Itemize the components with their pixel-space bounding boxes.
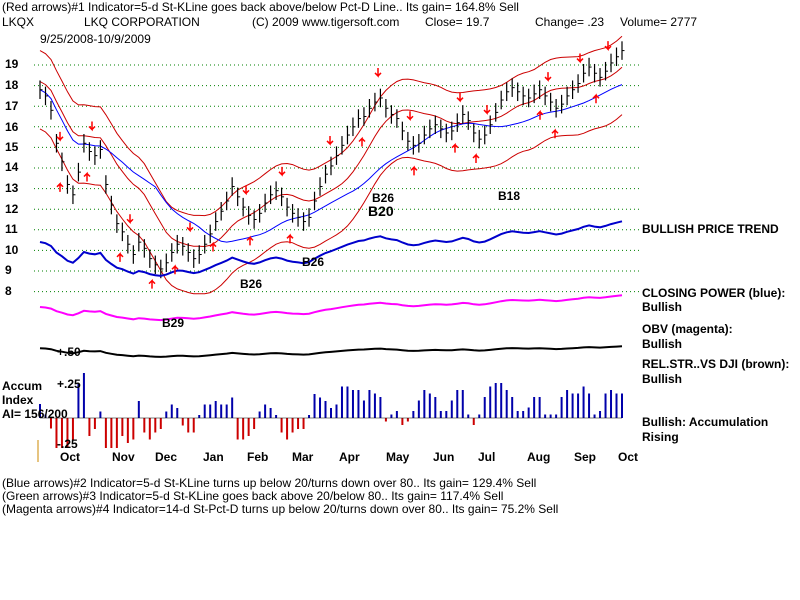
month-jun: Jun xyxy=(433,450,455,464)
blue-ma xyxy=(39,84,623,243)
red-up-arrow xyxy=(551,128,559,139)
y-tick-16: 16 xyxy=(5,120,19,134)
red-down-arrow xyxy=(242,185,250,196)
red-up-arrow xyxy=(286,233,294,244)
rel-str-status: Bullish xyxy=(642,372,683,386)
red-up-arrow xyxy=(116,252,124,262)
y-tick-19: 19 xyxy=(5,57,19,71)
accum-label2: Index xyxy=(2,393,34,407)
red-up-arrow xyxy=(472,153,480,163)
price-annotation: B26 xyxy=(240,277,262,291)
rel-tick: +.50 xyxy=(57,345,81,359)
obv-line xyxy=(39,294,623,322)
y-tick-12: 12 xyxy=(5,202,19,216)
month-aug: Aug xyxy=(527,450,551,464)
month-mar: Mar xyxy=(292,450,314,464)
month-jul: Jul xyxy=(478,450,496,464)
month-dec: Dec xyxy=(155,450,178,464)
company-name: LKQ CORPORATION xyxy=(84,15,200,29)
closing-power-line xyxy=(39,220,623,277)
red-up-arrow xyxy=(246,235,254,246)
y-tick-11: 11 xyxy=(5,222,18,236)
rel-str-label: REL.STR..VS DJI (brown): xyxy=(642,357,790,371)
header-line1: (Red arrows)#1 Indicator=5-d St-KLine go… xyxy=(2,0,519,14)
y-tick-14: 14 xyxy=(5,160,19,174)
red-up-arrow xyxy=(148,278,156,289)
red-down-arrow xyxy=(88,121,96,132)
rel-str-line xyxy=(39,345,623,358)
footer-line2: (Green arrows)#3 Indicator=5-d St-KLine … xyxy=(2,489,504,503)
y-tick-18: 18 xyxy=(5,78,19,92)
y-tick-10: 10 xyxy=(5,243,19,257)
accum-label1: Accum xyxy=(2,379,43,393)
month-oct-end: Oct xyxy=(618,450,639,464)
accum-status: Bullish: Accumulation Rising xyxy=(642,415,769,444)
lower-band xyxy=(39,114,623,295)
red-down-arrow xyxy=(544,72,552,82)
y-tick-17: 17 xyxy=(5,99,19,113)
y-tick-8: 8 xyxy=(5,284,12,298)
copyright: (C) 2009 www.tigersoft.com xyxy=(252,15,400,29)
red-down-arrow xyxy=(186,222,194,233)
price-annotation: B29 xyxy=(162,316,184,330)
red-down-arrow xyxy=(126,214,134,225)
price-annotation: B20 xyxy=(368,203,394,219)
obv-status: Bullish xyxy=(642,337,683,351)
ticker: LKQX xyxy=(2,15,35,29)
accum-label3: AI= 156/200 xyxy=(2,407,68,421)
red-down-arrow xyxy=(483,105,491,115)
month-apr: Apr xyxy=(339,450,360,464)
closing-power-label: CLOSING POWER (blue): xyxy=(642,286,786,300)
close-value: Close= 19.7 xyxy=(425,15,490,29)
footer-line3: (Magenta arrows)#4 Indicator=14-d St-Pct… xyxy=(2,502,559,516)
red-down-arrow xyxy=(456,92,464,103)
month-may: May xyxy=(386,450,410,464)
red-down-arrow xyxy=(604,41,612,51)
y-tick-9: 9 xyxy=(5,263,12,277)
price-annotation: B18 xyxy=(498,189,520,203)
month-oct: Oct xyxy=(60,450,81,464)
red-up-arrow xyxy=(358,136,366,147)
obv-label: OBV (magenta): xyxy=(642,322,733,336)
red-down-arrow xyxy=(406,111,414,122)
month-jan: Jan xyxy=(203,450,224,464)
red-up-arrow xyxy=(56,182,64,192)
red-up-arrow xyxy=(536,109,544,120)
red-down-arrow xyxy=(56,131,64,142)
y-tick-13: 13 xyxy=(5,181,19,195)
red-up-arrow xyxy=(209,241,217,252)
red-down-arrow xyxy=(278,166,286,177)
date-range: 9/25/2008-10/9/2009 xyxy=(40,32,151,46)
red-up-arrow xyxy=(171,264,179,275)
month-sep: Sep xyxy=(574,450,597,464)
closing-power-status: Bullish xyxy=(642,300,683,314)
month-nov: Nov xyxy=(112,450,135,464)
month-feb: Feb xyxy=(247,450,269,464)
price-trend-label: BULLISH PRICE TREND xyxy=(642,222,779,236)
price-annotation: B26 xyxy=(302,255,324,269)
red-down-arrow xyxy=(576,53,584,64)
red-up-arrow xyxy=(410,165,418,176)
red-up-arrow xyxy=(83,171,91,182)
red-up-arrow xyxy=(451,142,459,153)
red-down-arrow xyxy=(326,135,334,146)
accum-tick-bottom: -.25 xyxy=(57,437,78,451)
red-up-arrow xyxy=(592,93,600,104)
price-annotation: B26 xyxy=(372,191,394,205)
volume-value: Volume= 2777 xyxy=(620,15,698,29)
y-tick-15: 15 xyxy=(5,140,19,154)
accum-tick-top: +.25 xyxy=(57,377,81,391)
red-down-arrow xyxy=(374,67,382,78)
short-ma xyxy=(39,66,623,248)
change-value: Change= .23 xyxy=(535,15,605,29)
footer-line1: (Blue arrows)#2 Indicator=5-d St-KLine t… xyxy=(2,476,537,490)
